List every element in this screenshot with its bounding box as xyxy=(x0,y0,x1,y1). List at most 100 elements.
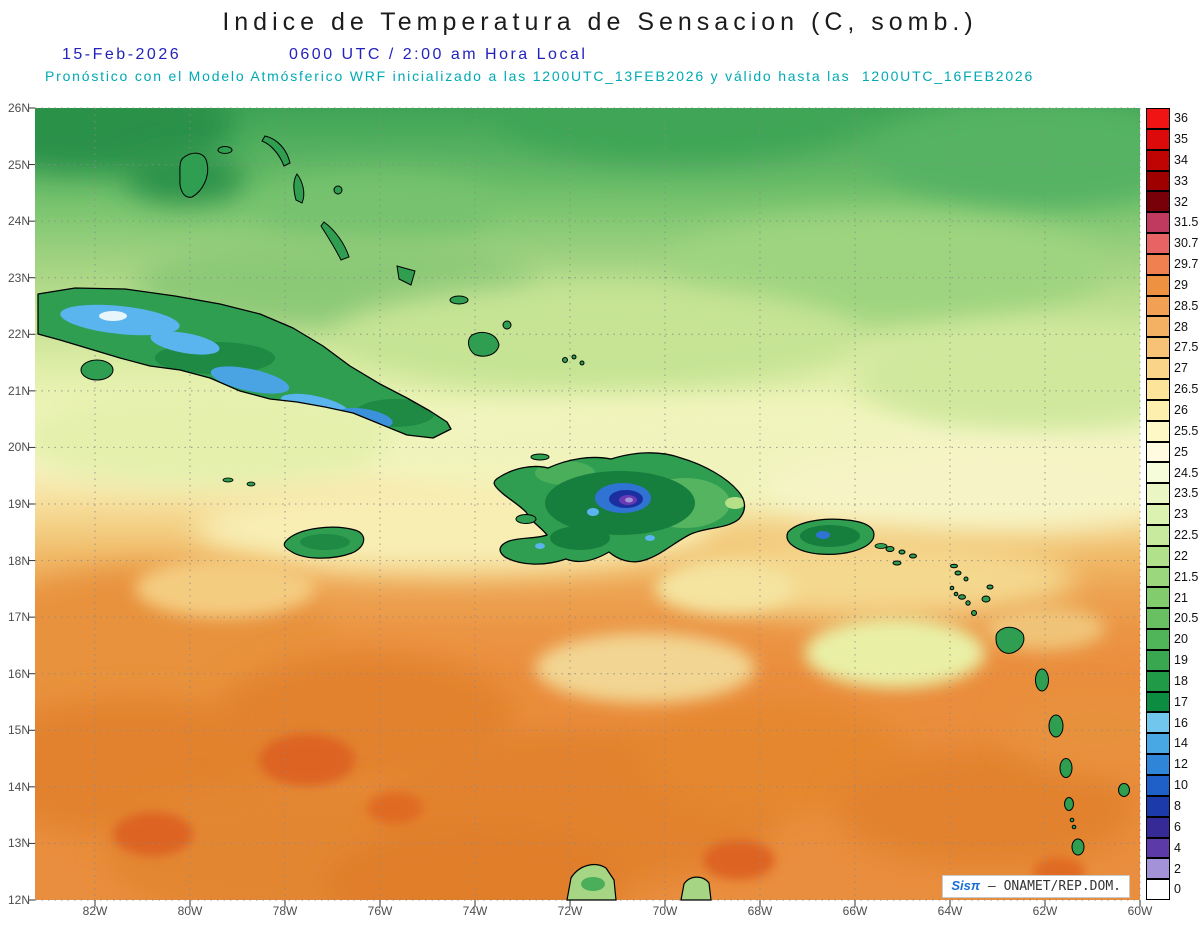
colorbar-label: 22.5 xyxy=(1174,528,1199,543)
colorbar-entry: 22 xyxy=(1146,545,1198,567)
colorbar-label: 28.5 xyxy=(1174,298,1199,313)
colorbar-label: 30.7 xyxy=(1174,236,1199,251)
colorbar-label: 36 xyxy=(1174,111,1188,126)
colorbar-label: 0 xyxy=(1174,882,1181,897)
colorbar-swatch xyxy=(1146,212,1170,234)
colorbar-label: 20 xyxy=(1174,632,1188,647)
island-hispaniola xyxy=(493,452,746,565)
colorbar-swatch xyxy=(1146,691,1170,713)
watermark-brand: Sisπ xyxy=(951,878,981,893)
lat-label: 14N xyxy=(7,779,30,794)
colorbar-swatch xyxy=(1146,337,1170,359)
colorbar-swatch xyxy=(1146,295,1170,317)
colorbar-entry: 20 xyxy=(1146,629,1198,650)
colorbar-label: 17 xyxy=(1174,694,1188,709)
colorbar-label: 23.5 xyxy=(1174,486,1199,501)
lat-label: 13N xyxy=(7,836,30,851)
colorbar-entry: 28.5 xyxy=(1146,295,1199,317)
colorbar-entry: 31.5 xyxy=(1146,212,1198,234)
lat-label: 26N xyxy=(7,101,30,115)
lat-label: 23N xyxy=(7,270,30,285)
colorbar-entry: 24.5 xyxy=(1146,462,1199,484)
colorbar-label: 34 xyxy=(1174,152,1188,167)
colorbar-entry: 0 xyxy=(1146,879,1198,901)
colorbar-swatch xyxy=(1146,712,1170,734)
colorbar-label: 26.5 xyxy=(1174,382,1199,397)
colorbar-entry: 14 xyxy=(1146,733,1198,755)
colorbar-label: 18 xyxy=(1174,673,1188,688)
colorbar-label: 23 xyxy=(1174,507,1188,522)
colorbar-label: 22 xyxy=(1174,548,1188,563)
colorbar-entry: 36 xyxy=(1146,108,1198,129)
colorbar-entry: 27 xyxy=(1146,358,1198,379)
axis-ticks xyxy=(28,107,1141,907)
colorbar-entry: 21.5 xyxy=(1146,566,1199,588)
colorbar-entry: 35 xyxy=(1146,128,1198,150)
colorbar-swatch xyxy=(1146,816,1170,838)
colorbar-swatch xyxy=(1146,399,1170,421)
colorbar-entry: 17 xyxy=(1146,691,1198,713)
lat-label: 18N xyxy=(7,553,30,568)
colorbar-swatch xyxy=(1146,462,1170,484)
colorbar-label: 2 xyxy=(1174,861,1181,876)
colorbar-entry: 20.5 xyxy=(1146,608,1199,630)
colorbar-swatch xyxy=(1146,358,1170,379)
colorbar-swatch xyxy=(1146,233,1170,254)
colorbar-swatch xyxy=(1146,879,1170,901)
colorbar-label: 33 xyxy=(1174,173,1188,188)
colorbar-label: 28 xyxy=(1174,319,1188,334)
colorbar-swatch xyxy=(1146,316,1170,338)
colorbar-swatch xyxy=(1146,441,1170,463)
colorbar-entry: 19 xyxy=(1146,649,1198,671)
colorbar-swatch xyxy=(1146,608,1170,630)
island-cuba xyxy=(37,287,452,439)
island-group-lesser-antilles xyxy=(885,546,1130,856)
colorbar-label: 26 xyxy=(1174,402,1188,417)
colorbar-swatch xyxy=(1146,420,1170,442)
colorbar-label: 29.7 xyxy=(1174,257,1199,272)
colorbar-label: 27.5 xyxy=(1174,340,1199,355)
colorbar-label: 21.5 xyxy=(1174,569,1199,584)
page-title: Indice de Temperatura de Sensacion (C, s… xyxy=(222,8,978,36)
colorbar-entry: 29 xyxy=(1146,274,1198,296)
colorbar-label: 20.5 xyxy=(1174,611,1199,626)
colorbar-entry: 8 xyxy=(1146,795,1198,817)
lat-label: 17N xyxy=(7,610,30,625)
colorbar-swatch xyxy=(1146,837,1170,859)
map-graphic xyxy=(28,107,1141,907)
colorbar-entry: 10 xyxy=(1146,775,1198,796)
island-jamaica xyxy=(222,477,365,559)
model-subtitle: Pronóstico con el Modelo Atmósferico WRF… xyxy=(45,68,1035,84)
colorbar-entry: 33 xyxy=(1146,170,1198,192)
watermark-text: – ONAMET/REP.DOM. xyxy=(980,879,1121,894)
colorbar-label: 8 xyxy=(1174,799,1181,814)
lat-label: 16N xyxy=(7,666,30,681)
colorbar-entry: 26 xyxy=(1146,399,1198,421)
lat-label: 20N xyxy=(7,440,30,455)
colorbar-label: 4 xyxy=(1174,840,1181,855)
colorbar-entry: 34 xyxy=(1146,149,1198,171)
forecast-time: 0600 UTC / 2:00 am Hora Local xyxy=(289,46,588,63)
colorbar-label: 24.5 xyxy=(1174,465,1199,480)
colorbar-label: 21 xyxy=(1174,590,1188,605)
colorbar-swatch xyxy=(1146,670,1170,692)
island-puerto-rico xyxy=(786,518,888,555)
colorbar-swatch xyxy=(1146,128,1170,150)
colorbar-swatch xyxy=(1146,253,1170,275)
colorbar-swatch xyxy=(1146,108,1170,129)
colorbar-entry: 25.5 xyxy=(1146,420,1198,442)
lat-label: 22N xyxy=(7,327,30,342)
lat-label: 25N xyxy=(7,157,30,172)
lat-label: 24N xyxy=(7,214,30,229)
colorbar-swatch xyxy=(1146,483,1170,505)
colorbar-swatch xyxy=(1146,274,1170,296)
forecast-date: 15-Feb-2026 xyxy=(62,46,182,63)
colorbar-swatch xyxy=(1146,858,1170,880)
coast-south-america xyxy=(566,864,712,901)
colorbar-swatch xyxy=(1146,566,1170,588)
colorbar-entry: 6 xyxy=(1146,816,1198,838)
colorbar-entry: 23.5 xyxy=(1146,483,1199,505)
colorbar-swatch xyxy=(1146,378,1170,400)
colorbar-swatch xyxy=(1146,149,1170,171)
